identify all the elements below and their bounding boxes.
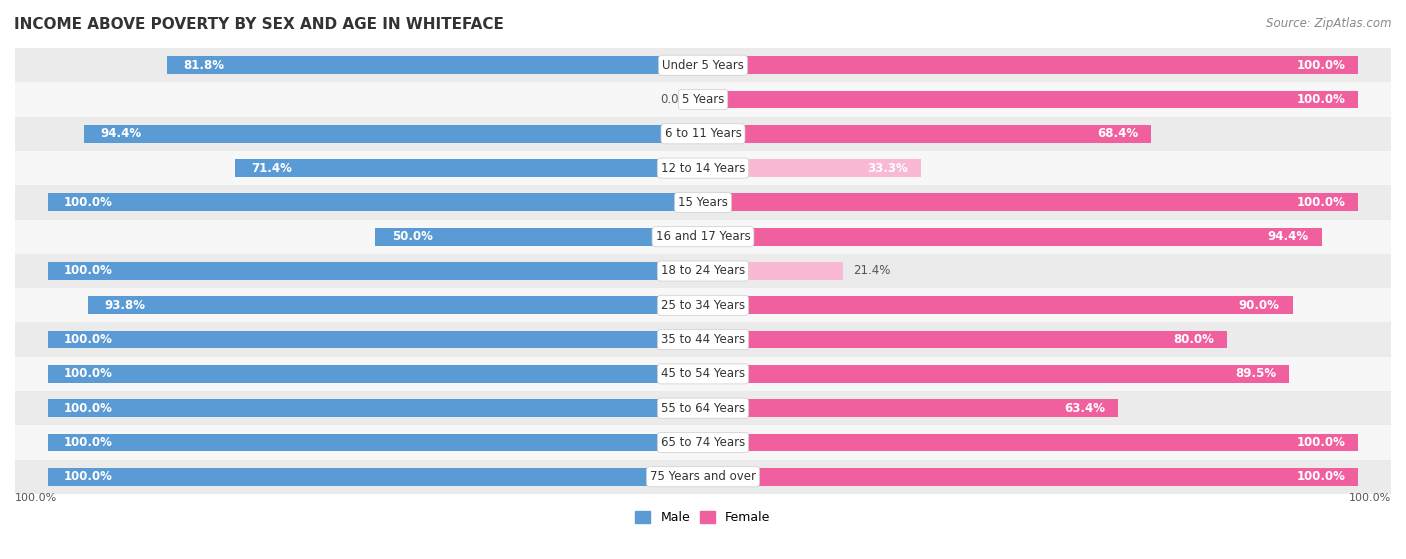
Bar <box>15 48 1391 82</box>
Text: 94.4%: 94.4% <box>1267 230 1309 243</box>
Bar <box>703 262 844 280</box>
Bar <box>703 468 1358 486</box>
Bar <box>15 391 1391 425</box>
Text: 55 to 64 Years: 55 to 64 Years <box>661 402 745 415</box>
Text: 100.0%: 100.0% <box>65 196 112 209</box>
Text: 18 to 24 Years: 18 to 24 Years <box>661 264 745 277</box>
Text: 100.0%: 100.0% <box>15 493 58 503</box>
Bar <box>48 399 703 417</box>
Text: 100.0%: 100.0% <box>1296 470 1346 483</box>
Text: 100.0%: 100.0% <box>65 402 112 415</box>
Bar <box>48 365 703 383</box>
Text: 5 Years: 5 Years <box>682 93 724 106</box>
Text: 68.4%: 68.4% <box>1097 127 1137 140</box>
Bar <box>703 296 1292 314</box>
Text: 93.8%: 93.8% <box>105 299 146 312</box>
Bar <box>703 365 1289 383</box>
Text: 45 to 54 Years: 45 to 54 Years <box>661 367 745 380</box>
Bar <box>15 117 1391 151</box>
Text: 100.0%: 100.0% <box>1296 196 1346 209</box>
Bar <box>703 56 1358 74</box>
Bar <box>167 56 703 74</box>
Bar <box>15 323 1391 357</box>
Text: 12 to 14 Years: 12 to 14 Years <box>661 162 745 174</box>
Text: 100.0%: 100.0% <box>65 367 112 380</box>
Text: 100.0%: 100.0% <box>65 470 112 483</box>
Bar <box>703 159 921 177</box>
Text: 16 and 17 Years: 16 and 17 Years <box>655 230 751 243</box>
Bar <box>15 185 1391 220</box>
Bar <box>89 296 703 314</box>
Text: 0.0%: 0.0% <box>661 93 690 106</box>
Text: 71.4%: 71.4% <box>252 162 292 174</box>
Text: 35 to 44 Years: 35 to 44 Years <box>661 333 745 346</box>
Bar <box>15 82 1391 117</box>
Bar <box>15 288 1391 323</box>
Bar <box>84 125 703 143</box>
Bar <box>48 434 703 451</box>
Text: 100.0%: 100.0% <box>65 333 112 346</box>
Bar <box>15 425 1391 459</box>
Text: 90.0%: 90.0% <box>1239 299 1279 312</box>
Bar <box>703 125 1152 143</box>
Text: 65 to 74 Years: 65 to 74 Years <box>661 436 745 449</box>
Bar <box>15 357 1391 391</box>
Bar <box>703 434 1358 451</box>
Bar <box>703 228 1322 245</box>
Text: 100.0%: 100.0% <box>1296 93 1346 106</box>
Text: 81.8%: 81.8% <box>183 59 225 72</box>
Text: 100.0%: 100.0% <box>1296 436 1346 449</box>
Text: 100.0%: 100.0% <box>65 436 112 449</box>
Bar <box>48 193 703 211</box>
Text: Under 5 Years: Under 5 Years <box>662 59 744 72</box>
Bar <box>703 331 1227 348</box>
Text: 21.4%: 21.4% <box>853 264 890 277</box>
Bar <box>15 151 1391 185</box>
Text: 80.0%: 80.0% <box>1173 333 1215 346</box>
Bar <box>703 399 1118 417</box>
Text: 6 to 11 Years: 6 to 11 Years <box>665 127 741 140</box>
Text: 89.5%: 89.5% <box>1236 367 1277 380</box>
Text: 75 Years and over: 75 Years and over <box>650 470 756 483</box>
Bar <box>703 91 1358 108</box>
Bar <box>15 254 1391 288</box>
Text: 100.0%: 100.0% <box>1296 59 1346 72</box>
Text: Source: ZipAtlas.com: Source: ZipAtlas.com <box>1267 17 1392 30</box>
Text: 33.3%: 33.3% <box>868 162 908 174</box>
Text: 25 to 34 Years: 25 to 34 Years <box>661 299 745 312</box>
Text: 50.0%: 50.0% <box>392 230 433 243</box>
Bar <box>375 228 703 245</box>
Text: 100.0%: 100.0% <box>65 264 112 277</box>
Bar <box>15 220 1391 254</box>
Text: 15 Years: 15 Years <box>678 196 728 209</box>
Bar <box>48 331 703 348</box>
Bar <box>48 468 703 486</box>
Bar <box>703 193 1358 211</box>
Bar <box>235 159 703 177</box>
Legend: Male, Female: Male, Female <box>630 506 776 529</box>
Bar <box>15 459 1391 494</box>
Text: INCOME ABOVE POVERTY BY SEX AND AGE IN WHITEFACE: INCOME ABOVE POVERTY BY SEX AND AGE IN W… <box>14 17 503 32</box>
Text: 100.0%: 100.0% <box>1348 493 1391 503</box>
Text: 94.4%: 94.4% <box>101 127 142 140</box>
Text: 63.4%: 63.4% <box>1064 402 1105 415</box>
Bar <box>48 262 703 280</box>
